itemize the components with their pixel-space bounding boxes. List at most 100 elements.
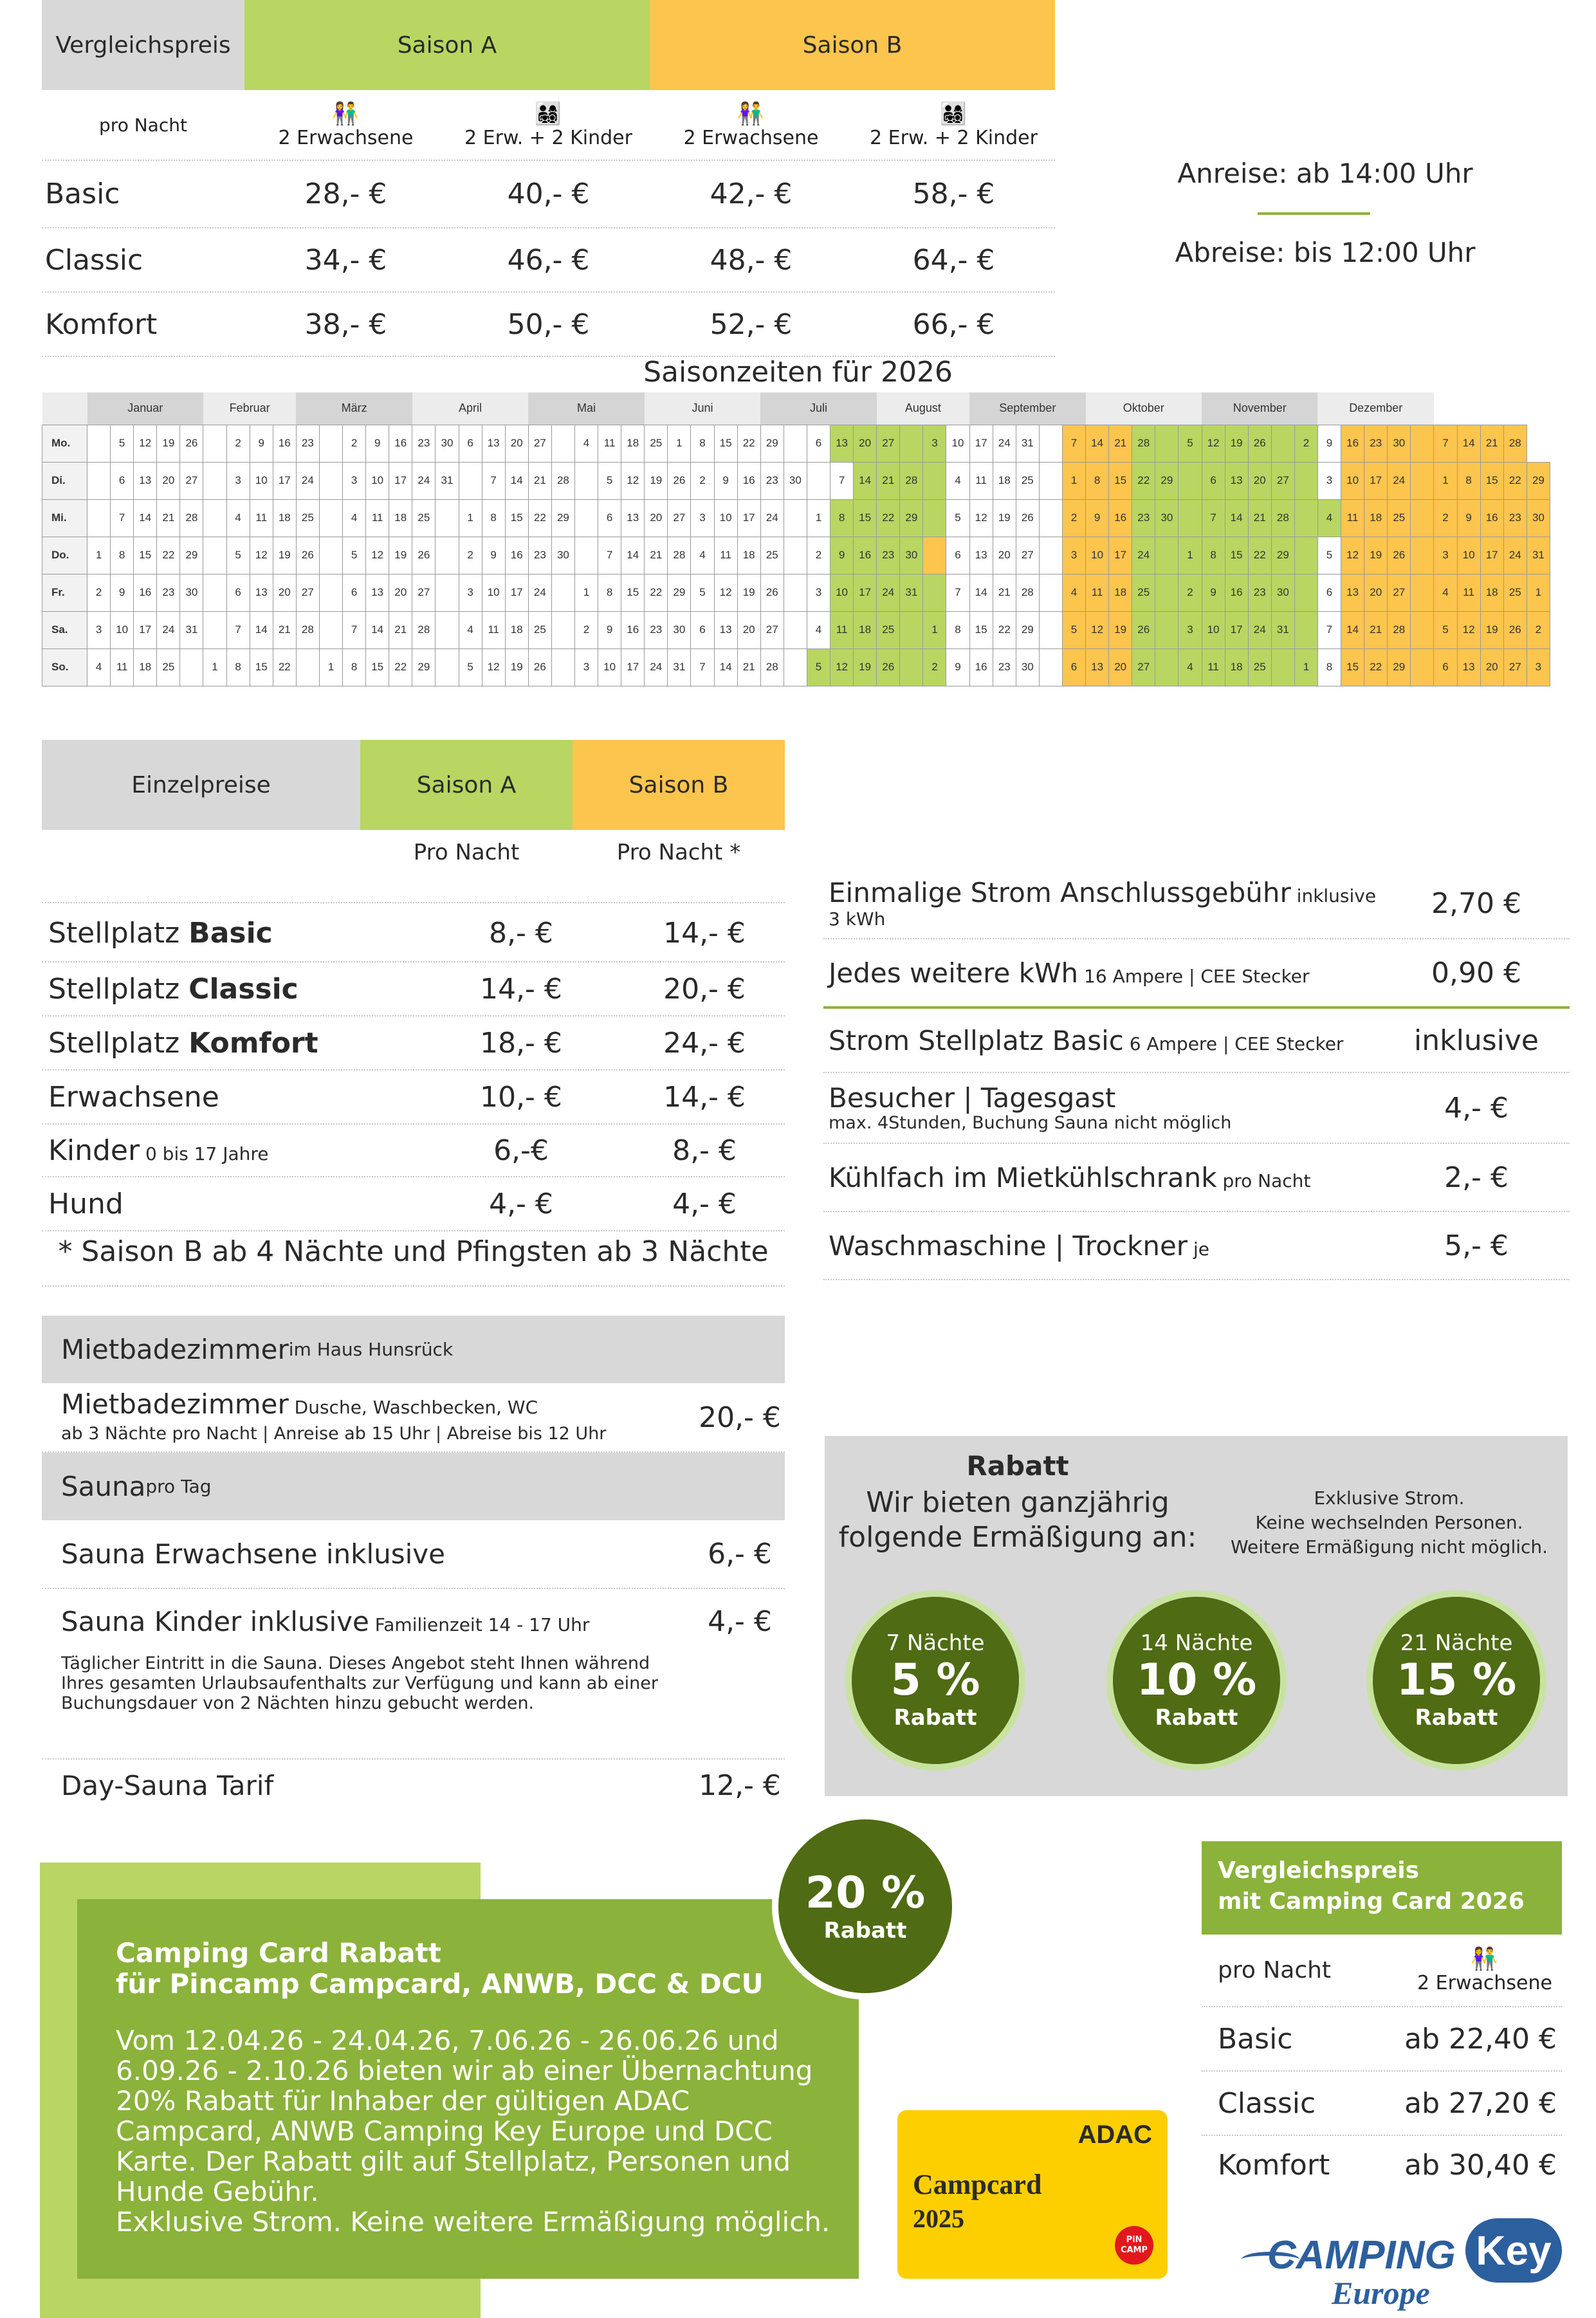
calendar-day: 16 xyxy=(853,536,877,575)
logo-europe: Europe xyxy=(1332,2275,1430,2311)
calendar-day xyxy=(179,648,204,686)
calendar-day xyxy=(318,573,344,612)
calendar-day: 21 xyxy=(644,536,668,575)
calendar-day: 25 xyxy=(1132,573,1156,612)
calendar-day: 22 xyxy=(992,611,1016,649)
calendar-day: 1 xyxy=(806,499,831,537)
calendar-day: 24 xyxy=(1503,536,1527,575)
calendar-day: 7 xyxy=(110,499,134,537)
calendar-day: 15 xyxy=(1341,648,1365,686)
calendar-day: 24 xyxy=(156,611,181,649)
calendar-day: 25 xyxy=(1387,499,1411,537)
persons-family-a: 👨‍👩‍👧‍👦 2 Erw. + 2 Kinder xyxy=(447,101,650,149)
calendar-day xyxy=(783,499,807,537)
per-night-label: pro Nacht xyxy=(99,114,187,136)
calendar-day: 13 xyxy=(621,499,645,537)
calendar-day xyxy=(1178,499,1202,537)
calendar-day: 2 xyxy=(226,424,250,463)
calendar-day: 1 xyxy=(922,611,947,649)
calendar-day: 12 xyxy=(829,648,854,686)
calendar-day: 5 xyxy=(110,424,134,463)
calendar-day: 2 xyxy=(922,648,947,686)
extra-row: Strom Stellplatz Basic 6 Ampere | CEE St… xyxy=(823,1009,1570,1073)
calendar-day: 1 xyxy=(1178,536,1202,575)
calendar-day: 24 xyxy=(992,424,1016,463)
persons-family-b: 👨‍👩‍👧‍👦 2 Erw. + 2 Kinder xyxy=(852,101,1055,149)
calendar-day: 2 xyxy=(1178,573,1202,612)
calendar-day xyxy=(1038,648,1063,686)
calendar-day xyxy=(1178,461,1202,500)
calendar-day: 25 xyxy=(527,611,552,649)
calendar-day: 9 xyxy=(946,648,970,686)
calendar-day xyxy=(1155,648,1179,686)
calendar-day xyxy=(1294,536,1318,575)
calendar-day: 3 xyxy=(1061,536,1087,575)
calendar-day: 15 xyxy=(969,611,993,649)
adac-brand: ADAC xyxy=(1078,2120,1152,2149)
season-calendar: Januar Februar März April Mai Juni Juli August S… xyxy=(42,392,1551,686)
pincamp-logo: PiN CAMP xyxy=(1115,2226,1153,2265)
calendar-day xyxy=(1410,536,1435,575)
calendar-day: 4 xyxy=(806,611,831,649)
calendar-day xyxy=(1270,424,1295,463)
calendar-day: 9 xyxy=(1201,573,1225,612)
calendar-day: 1 xyxy=(667,424,692,463)
calendar-day: 4 xyxy=(1317,499,1342,537)
calendar-day: 15 xyxy=(713,424,738,463)
calendar-day: 21 xyxy=(992,573,1016,612)
calendar-day: 18 xyxy=(1108,573,1133,612)
extra-row: Einmalige Strom Anschlussgebühr inklusiv… xyxy=(823,869,1570,939)
calendar-day: 18 xyxy=(133,648,158,686)
calendar-day: 7 xyxy=(598,536,622,575)
compare-header-label: Vergleichspreis xyxy=(42,0,244,90)
calendar-day: 26 xyxy=(760,573,784,612)
calendar-day: 11 xyxy=(1085,573,1110,612)
calendar-day xyxy=(86,424,111,463)
calendar-day: 7 xyxy=(342,611,367,649)
sauna-info: Täglicher Eintritt in die Sauna. Dieses … xyxy=(61,1653,658,1713)
calendar-day xyxy=(458,461,482,500)
calendar-day: 11 xyxy=(1201,648,1225,686)
calendar-day: 17 xyxy=(1480,536,1504,575)
persons-row: pro Nacht 👫 2 Erwachsene 👨‍👩‍👧‍👦 2 Erw. + … xyxy=(42,90,1055,161)
camping-key-europe-logo: CAMPING Key Europe xyxy=(1242,2207,1563,2311)
calendar-day: 4 xyxy=(690,536,715,575)
calendar-day: 31 xyxy=(179,611,204,649)
compare-header-saison-a: Saison A xyxy=(244,0,650,90)
sauna-row: Day-Sauna Tarif 12,- € xyxy=(61,1769,781,1802)
calendar-day: 28 xyxy=(1132,424,1156,463)
calendar-day: 4 xyxy=(458,611,482,649)
calendar-day: 29 xyxy=(760,424,784,463)
two-persons-icon: 👫 xyxy=(1471,1946,1499,1972)
calendar-day: 14 xyxy=(365,611,390,649)
calendar-day xyxy=(922,499,947,537)
calendar-day: 5 xyxy=(806,648,831,686)
calendar-day: 8 xyxy=(1317,648,1342,686)
calendar-day xyxy=(1038,611,1063,649)
calendar-day: 10 xyxy=(598,648,622,686)
camping-card-box: Camping Card Rabatt für Pincamp Campcard… xyxy=(77,1899,859,2279)
calendar-day: 26 xyxy=(1387,536,1411,575)
calendar-day: 16 xyxy=(504,536,529,575)
calendar-day: 7 xyxy=(829,461,854,500)
single-header-label: Einzelpreise xyxy=(42,740,360,830)
calendar-day: 28 xyxy=(551,461,575,500)
calendar-day: 20 xyxy=(1247,461,1272,500)
calendar-day: 15 xyxy=(504,499,529,537)
calendar-day: 24 xyxy=(1387,461,1411,500)
single-header-saison-b: Saison B xyxy=(573,740,785,830)
calendar-day xyxy=(318,536,344,575)
calendar-day: 3 xyxy=(226,461,250,500)
calendar-day xyxy=(435,648,459,686)
discount-panel: Rabatt Wir bieten ganzjährig folgende Er… xyxy=(825,1436,1568,1796)
calendar-day: 21 xyxy=(272,611,297,649)
calendar-day: 6 xyxy=(598,499,622,537)
calendar-day: 3 xyxy=(1317,461,1342,500)
extra-row: Jedes weitere kWh 16 Ampere | CEE Stecke… xyxy=(823,939,1570,1009)
calendar-day xyxy=(203,424,227,463)
calendar-day xyxy=(1155,424,1179,463)
calendar-day: 6 xyxy=(946,536,970,575)
discount-badge-21: 21 Nächte 15 % Rabatt xyxy=(1366,1590,1546,1771)
calendar-day xyxy=(1410,499,1435,537)
calendar-day: 17 xyxy=(1364,461,1388,500)
